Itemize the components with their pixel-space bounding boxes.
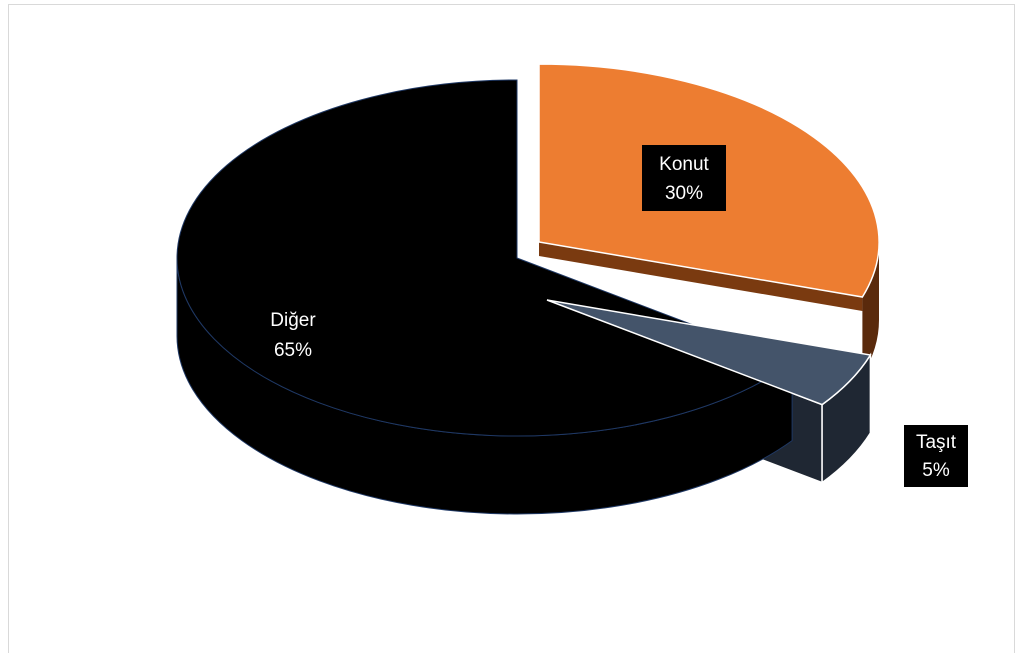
label-konut-bg [642, 145, 726, 211]
label-konut-name: Konut [659, 154, 709, 175]
label-tasit-pct: 5% [922, 460, 950, 481]
label-diger-pct: 65% [274, 340, 312, 361]
label-tasit-bg [904, 425, 968, 487]
label-tasit: Taşıt 5% [904, 425, 968, 487]
slice-konut-side [539, 242, 863, 311]
label-konut-pct: 30% [665, 183, 703, 204]
label-diger: Diğer 65% [270, 310, 316, 361]
label-konut: Konut 30% [642, 145, 726, 211]
slice-konut-rim [862, 242, 879, 375]
label-diger-name: Diğer [270, 310, 316, 331]
slice-tasit [546, 299, 872, 406]
slice-diger [176, 79, 794, 437]
data-labels: Konut 30% Taşıt 5% Diğer 65% [270, 145, 968, 487]
label-tasit-name: Taşıt [916, 432, 957, 453]
pie-top [176, 63, 880, 437]
